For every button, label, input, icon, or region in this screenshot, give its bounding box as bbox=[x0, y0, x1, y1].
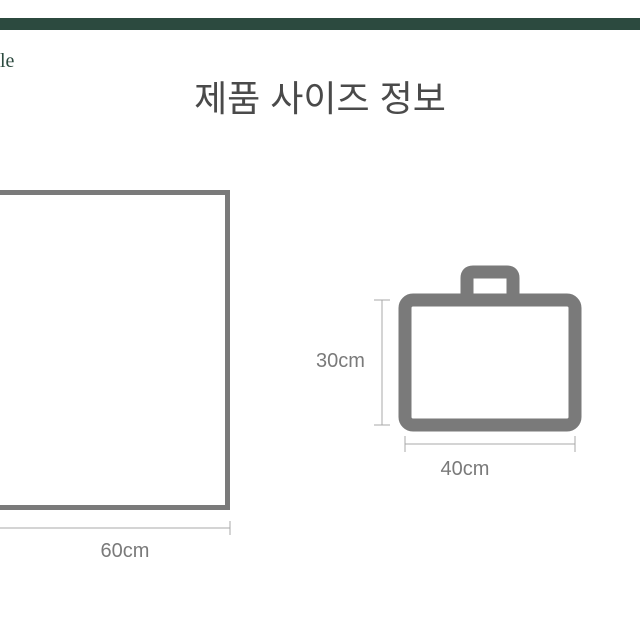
header-bar bbox=[0, 18, 640, 30]
large-product-box bbox=[0, 190, 230, 510]
briefcase-width-label: 40cm bbox=[441, 458, 490, 481]
large-box-width-label: 60cm bbox=[101, 540, 150, 563]
page-title: 제품 사이즈 정보 bbox=[0, 70, 640, 122]
briefcase-height-label: 30cm bbox=[316, 350, 365, 373]
